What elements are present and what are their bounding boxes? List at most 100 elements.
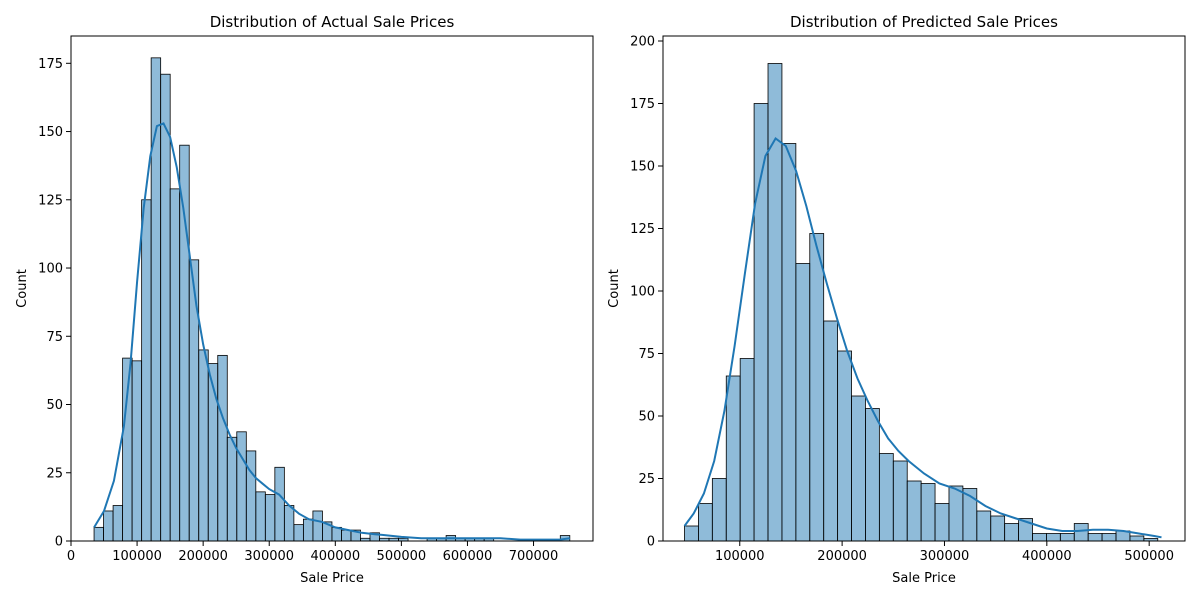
actual-y-tick-label-1: 25 <box>46 466 63 481</box>
predicted-y-tick-label-3: 75 <box>638 347 655 362</box>
predicted-bar-16 <box>906 480 922 542</box>
actual-bar-16 <box>245 450 257 542</box>
actual-histogram-bars <box>93 57 571 542</box>
actual-ticks: 0 100000 200000 300000 400000 500000 600000 700… <box>38 57 558 564</box>
actual-bar-5 <box>141 199 152 542</box>
actual-bar-7 <box>160 73 171 542</box>
predicted-bar-21 <box>976 510 992 542</box>
actual-bar-17 <box>255 491 266 542</box>
predicted-bar-27 <box>1059 533 1075 542</box>
actual-y-tick-label-5: 125 <box>38 193 63 208</box>
predicted-ticks: 100000 200000 300000 400000 500000 0 25 50 75 100… <box>630 35 1174 565</box>
actual-bar-9 <box>179 144 190 542</box>
predicted-bar-2 <box>711 478 727 542</box>
actual-y-tick-label-3: 75 <box>46 330 63 345</box>
actual-y-tick-label-7: 175 <box>38 57 63 72</box>
actual-bar-21 <box>293 524 304 542</box>
predicted-y-tick-label-2: 50 <box>638 410 655 425</box>
actual-x-tick-label-2: 200000 <box>178 549 228 564</box>
predicted-bar-9 <box>809 233 825 542</box>
predicted-y-tick-label-6: 150 <box>630 160 655 175</box>
actual-kde-line <box>93 122 571 541</box>
actual-x-tick-label-6: 600000 <box>443 549 493 564</box>
predicted-kde-line <box>683 137 1162 539</box>
predicted-bar-6 <box>767 63 783 542</box>
actual-bar-4 <box>131 360 143 542</box>
actual-bar-14 <box>226 436 238 542</box>
predicted-bar-17 <box>920 483 936 542</box>
predicted-x-axis-label: Sale Price <box>892 571 956 586</box>
actual-x-tick-label-4: 400000 <box>310 549 360 564</box>
predicted-bar-26 <box>1046 533 1061 542</box>
predicted-price-histogram: 100000 200000 300000 400000 500000 0 25 50 75 100… <box>607 13 1186 586</box>
actual-bar-0 <box>93 526 104 542</box>
predicted-bar-4 <box>739 358 755 542</box>
predicted-y-tick-label-1: 25 <box>638 472 655 487</box>
actual-bar-22 <box>302 518 314 542</box>
predicted-x-tick-label-3: 400000 <box>1022 549 1072 564</box>
predicted-bar-15 <box>892 460 908 542</box>
actual-bar-8 <box>169 188 181 542</box>
predicted-histogram-bars <box>684 63 1159 542</box>
predicted-bar-23 <box>1004 523 1019 542</box>
predicted-bar-30 <box>1101 533 1117 542</box>
predicted-bar-5 <box>753 103 769 542</box>
predicted-bar-29 <box>1087 533 1103 542</box>
predicted-bar-7 <box>781 143 797 542</box>
actual-bar-10 <box>188 259 200 542</box>
actual-bar-2 <box>112 505 124 542</box>
predicted-y-tick-label-8: 200 <box>630 35 655 50</box>
actual-x-tick-label-7: 700000 <box>509 549 559 564</box>
predicted-axes-frame <box>662 35 1186 542</box>
predicted-x-tick-label-0: 100000 <box>715 549 765 564</box>
predicted-bar-10 <box>823 320 839 542</box>
predicted-y-tick-label-0: 0 <box>647 535 655 550</box>
predicted-bar-12 <box>851 395 866 542</box>
predicted-x-tick-label-1: 200000 <box>817 549 867 564</box>
actual-y-tick-label-0: 0 <box>55 535 63 550</box>
predicted-bar-8 <box>795 263 811 542</box>
actual-x-tick-label-1: 100000 <box>112 549 162 564</box>
actual-bar-18 <box>264 494 276 542</box>
actual-x-tick-label-0: 0 <box>67 549 75 564</box>
predicted-bar-28 <box>1073 523 1089 542</box>
actual-bar-25 <box>331 526 342 542</box>
predicted-bar-11 <box>837 350 852 542</box>
actual-bar-13 <box>217 354 228 542</box>
actual-price-histogram: 0 100000 200000 300000 400000 500000 600000 700… <box>15 13 594 586</box>
predicted-bar-25 <box>1032 533 1047 542</box>
predicted-y-axis-label: Count <box>607 269 622 308</box>
predicted-chart-title: Distribution of Predicted Sale Prices <box>790 13 1058 31</box>
predicted-bar-18 <box>934 503 950 542</box>
predicted-bar-0 <box>684 525 699 542</box>
actual-bar-19 <box>274 466 285 542</box>
actual-y-tick-label-4: 100 <box>38 262 63 277</box>
actual-bar-15 <box>236 431 247 542</box>
predicted-y-tick-label-4: 100 <box>630 285 655 300</box>
actual-axes-frame <box>70 35 594 542</box>
predicted-bar-14 <box>878 453 894 542</box>
predicted-bar-19 <box>948 485 964 542</box>
predicted-y-tick-label-5: 125 <box>630 222 655 237</box>
actual-bar-20 <box>283 505 295 542</box>
actual-y-tick-label-6: 150 <box>38 125 63 140</box>
predicted-x-tick-label-4: 500000 <box>1124 549 1174 564</box>
predicted-x-tick-label-2: 300000 <box>920 549 970 564</box>
actual-bar-11 <box>198 349 209 542</box>
predicted-bar-3 <box>725 375 741 542</box>
predicted-bar-22 <box>990 515 1006 542</box>
predicted-bar-13 <box>865 408 880 542</box>
predicted-bar-1 <box>698 503 713 542</box>
actual-x-axis-label: Sale Price <box>300 571 364 586</box>
actual-y-tick-label-2: 50 <box>46 398 63 413</box>
predicted-y-tick-label-7: 175 <box>630 97 655 112</box>
actual-bar-23 <box>312 510 323 542</box>
actual-chart-title: Distribution of Actual Sale Prices <box>210 13 455 31</box>
actual-y-axis-label: Count <box>15 269 30 308</box>
actual-x-tick-label-5: 500000 <box>377 549 427 564</box>
actual-x-tick-label-3: 300000 <box>244 549 294 564</box>
predicted-bar-32 <box>1129 535 1145 542</box>
actual-bar-1 <box>103 510 114 542</box>
actual-bar-26 <box>341 529 352 542</box>
